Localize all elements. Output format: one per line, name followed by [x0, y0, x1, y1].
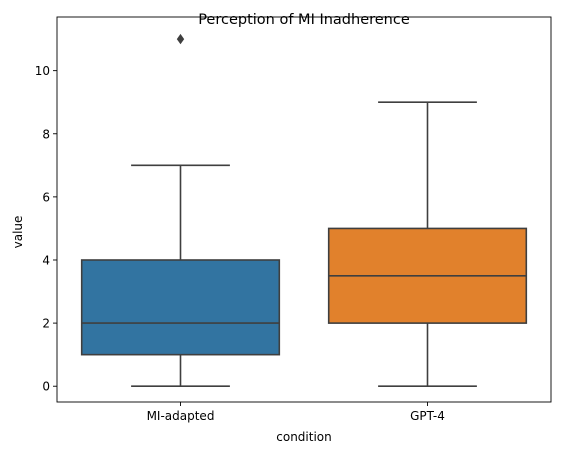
y-tick-label: 10 — [35, 64, 50, 78]
x-tick-label: MI-adapted — [147, 409, 215, 423]
y-tick-label: 6 — [42, 190, 50, 204]
chart-title: Perception of MI Inadherence — [198, 12, 410, 28]
x-axis-label: condition — [276, 430, 331, 444]
x-tick-label: GPT-4 — [410, 409, 445, 423]
box-mi-adapted — [80, 259, 281, 356]
y-axis-label: value — [11, 216, 25, 249]
y-tick-label: 8 — [42, 127, 50, 141]
y-tick-label: 2 — [42, 317, 50, 331]
plot-area: 0 2 4 6 8 10 MI-adapted GPT-4 — [35, 16, 552, 423]
y-tick-label: 0 — [42, 380, 50, 394]
plot-frame — [56, 16, 552, 403]
outlier-point — [176, 33, 185, 45]
y-tick-label: 4 — [42, 253, 50, 267]
